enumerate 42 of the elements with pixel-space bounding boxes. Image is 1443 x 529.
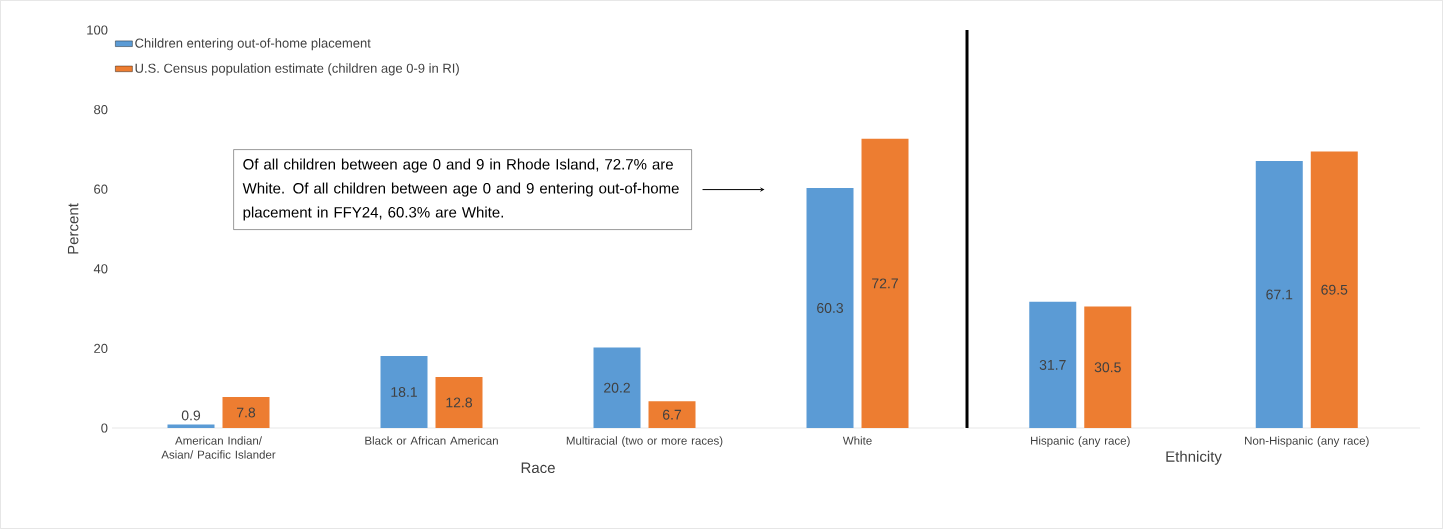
x-tick-label: White [842, 436, 872, 445]
x-tick-label: American Indian/ Asian/ Pacific Islander [161, 436, 276, 459]
y-tick-label: 40 [93, 264, 108, 274]
y-tick-label: 20 [94, 343, 108, 353]
x-tick-label: Hispanic (any race) [1031, 436, 1130, 448]
data-label: 12.8 [446, 397, 473, 408]
y-tick-label: 100 [87, 25, 108, 35]
bar [222, 396, 270, 428]
x-axis-title: Ethnicity [1166, 450, 1222, 465]
y-tick-label: 60 [94, 184, 108, 194]
data-label: 72.7 [872, 278, 898, 289]
data-label: 67.1 [1266, 289, 1293, 300]
bar [861, 138, 909, 428]
bar [167, 424, 215, 428]
data-label: 60.3 [817, 303, 844, 313]
data-label: 7.8 [236, 407, 256, 418]
bar [593, 347, 641, 428]
x-axis-title: Race [521, 462, 555, 474]
x-tick-label: Non-Hispanic (any race) [1245, 436, 1369, 448]
data-label: 31.7 [1039, 359, 1066, 370]
bar [648, 401, 696, 428]
y-axis-title: Percent [67, 203, 79, 254]
data-label: 6.7 [662, 409, 682, 420]
legend-label: U.S. Census population estimate (children age 0-9 in RI) [135, 63, 459, 76]
y-tick-label: 80 [94, 104, 108, 115]
annotation: Of all children between age 0 and 9 in Rhode Island, 72.7% are White. Of all children between age 0 and 9 entering out-of-home placement in FFY24, 60.3% are White. [242, 158, 679, 221]
data-label: 0.9 [181, 410, 201, 421]
bar [1029, 301, 1077, 428]
x-tick-label: Multiracial (two or more races) [566, 436, 723, 447]
bar [1310, 151, 1358, 428]
bar [1255, 160, 1303, 428]
bar [380, 355, 428, 428]
data-label: 18.1 [391, 387, 417, 397]
data-label: 30.5 [1094, 362, 1121, 373]
legend-label: Children entering out-of-home placement [135, 38, 371, 51]
bar [435, 377, 483, 428]
x-tick-label: Black or African American [365, 436, 498, 445]
bar [806, 188, 854, 428]
bar [1084, 306, 1132, 428]
data-label: 20.2 [604, 382, 630, 393]
y-tick-label: 0 [101, 423, 108, 433]
data-label: 69.5 [1321, 284, 1348, 295]
